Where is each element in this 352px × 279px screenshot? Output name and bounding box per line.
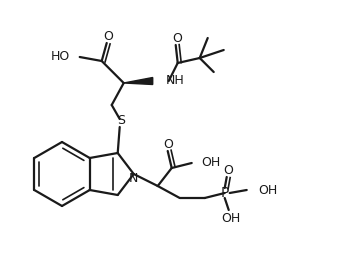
Text: NH: NH: [166, 74, 184, 88]
Text: S: S: [117, 114, 125, 128]
Polygon shape: [124, 78, 153, 85]
Text: O: O: [223, 163, 233, 177]
Text: OH: OH: [202, 157, 221, 170]
Text: O: O: [163, 138, 172, 150]
Text: O: O: [172, 32, 182, 44]
Text: HO: HO: [50, 50, 70, 64]
Text: N: N: [129, 172, 138, 186]
Text: P: P: [220, 186, 229, 200]
Text: OH: OH: [221, 211, 240, 225]
Text: OH: OH: [259, 184, 278, 196]
Text: O: O: [103, 30, 113, 42]
